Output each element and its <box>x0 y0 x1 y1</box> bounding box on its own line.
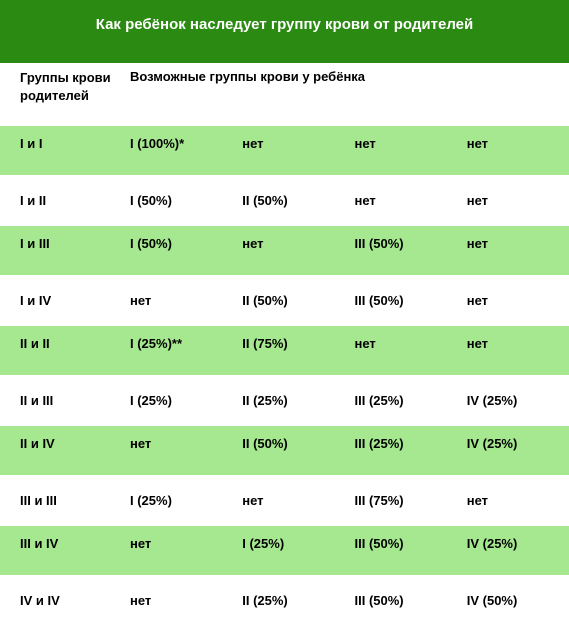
cell-parents: II и II <box>0 336 120 351</box>
cell-value: I (25%) <box>120 393 232 408</box>
cell-value: IV (25%) <box>457 536 569 551</box>
cell-value: II (75%) <box>232 336 344 351</box>
cell-value: III (25%) <box>345 436 457 451</box>
cell-value: нет <box>457 236 569 251</box>
cell-value: нет <box>457 493 569 508</box>
table-row: II и IIII (25%)II (25%)III (25%)IV (25%) <box>0 375 569 426</box>
cell-value: II (25%) <box>232 593 344 608</box>
cell-value: III (75%) <box>345 493 457 508</box>
cell-value: нет <box>232 493 344 508</box>
cell-value: нет <box>120 536 232 551</box>
cell-value: II (50%) <box>232 293 344 308</box>
cell-value: IV (25%) <box>457 393 569 408</box>
cell-value: нет <box>120 436 232 451</box>
cell-value: I (100%)* <box>120 136 232 151</box>
cell-parents: III и IV <box>0 536 120 551</box>
table-row: II и III (25%)**II (75%)нетнет <box>0 326 569 375</box>
cell-value: III (50%) <box>345 536 457 551</box>
cell-parents: III и III <box>0 493 120 508</box>
cell-value: III (50%) <box>345 593 457 608</box>
cell-parents: II и III <box>0 393 120 408</box>
header-children-label: Возможные группы крови у ребёнка <box>120 69 569 104</box>
cell-value: I (50%) <box>120 193 232 208</box>
table-header-row: Группы крови родителей Возможные группы … <box>0 63 569 126</box>
cell-value: нет <box>120 293 232 308</box>
cell-value: нет <box>457 293 569 308</box>
table-body: I и II (100%)*нетнетнетI и III (50%)II (… <box>0 126 569 626</box>
header-parents-label: Группы крови родителей <box>0 69 120 104</box>
cell-value: нет <box>345 136 457 151</box>
cell-parents: I и II <box>0 193 120 208</box>
cell-value: I (25%) <box>120 493 232 508</box>
cell-value: IV (25%) <box>457 436 569 451</box>
cell-value: I (50%) <box>120 236 232 251</box>
blood-type-table: Как ребёнок наследует группу крови от ро… <box>0 0 569 626</box>
cell-value: нет <box>345 193 457 208</box>
cell-value: III (50%) <box>345 236 457 251</box>
cell-parents: I и IV <box>0 293 120 308</box>
cell-parents: I и III <box>0 236 120 251</box>
cell-value: III (50%) <box>345 293 457 308</box>
table-row: I и IVнетII (50%)III (50%)нет <box>0 275 569 326</box>
table-row: II и IVнетII (50%)III (25%)IV (25%) <box>0 426 569 475</box>
cell-parents: IV и IV <box>0 593 120 608</box>
cell-value: II (25%) <box>232 393 344 408</box>
cell-value: II (50%) <box>232 193 344 208</box>
cell-value: нет <box>457 193 569 208</box>
cell-value: нет <box>232 136 344 151</box>
table-row: III и IVнетI (25%)III (50%)IV (25%) <box>0 526 569 575</box>
table-row: I и II (100%)*нетнетнет <box>0 126 569 175</box>
cell-value: II (50%) <box>232 436 344 451</box>
cell-value: нет <box>457 336 569 351</box>
cell-value: нет <box>457 136 569 151</box>
cell-parents: I и I <box>0 136 120 151</box>
table-row: IV и IVнетII (25%)III (50%)IV (50%) <box>0 575 569 626</box>
cell-value: нет <box>345 336 457 351</box>
cell-value: нет <box>120 593 232 608</box>
cell-value: нет <box>232 236 344 251</box>
cell-parents: II и IV <box>0 436 120 451</box>
table-row: I и III (50%)II (50%)нетнет <box>0 175 569 226</box>
cell-value: IV (50%) <box>457 593 569 608</box>
cell-value: III (25%) <box>345 393 457 408</box>
cell-value: I (25%)** <box>120 336 232 351</box>
table-row: III и IIII (25%)нетIII (75%)нет <box>0 475 569 526</box>
table-row: I и IIII (50%)нетIII (50%)нет <box>0 226 569 275</box>
table-title: Как ребёнок наследует группу крови от ро… <box>0 0 569 63</box>
cell-value: I (25%) <box>232 536 344 551</box>
